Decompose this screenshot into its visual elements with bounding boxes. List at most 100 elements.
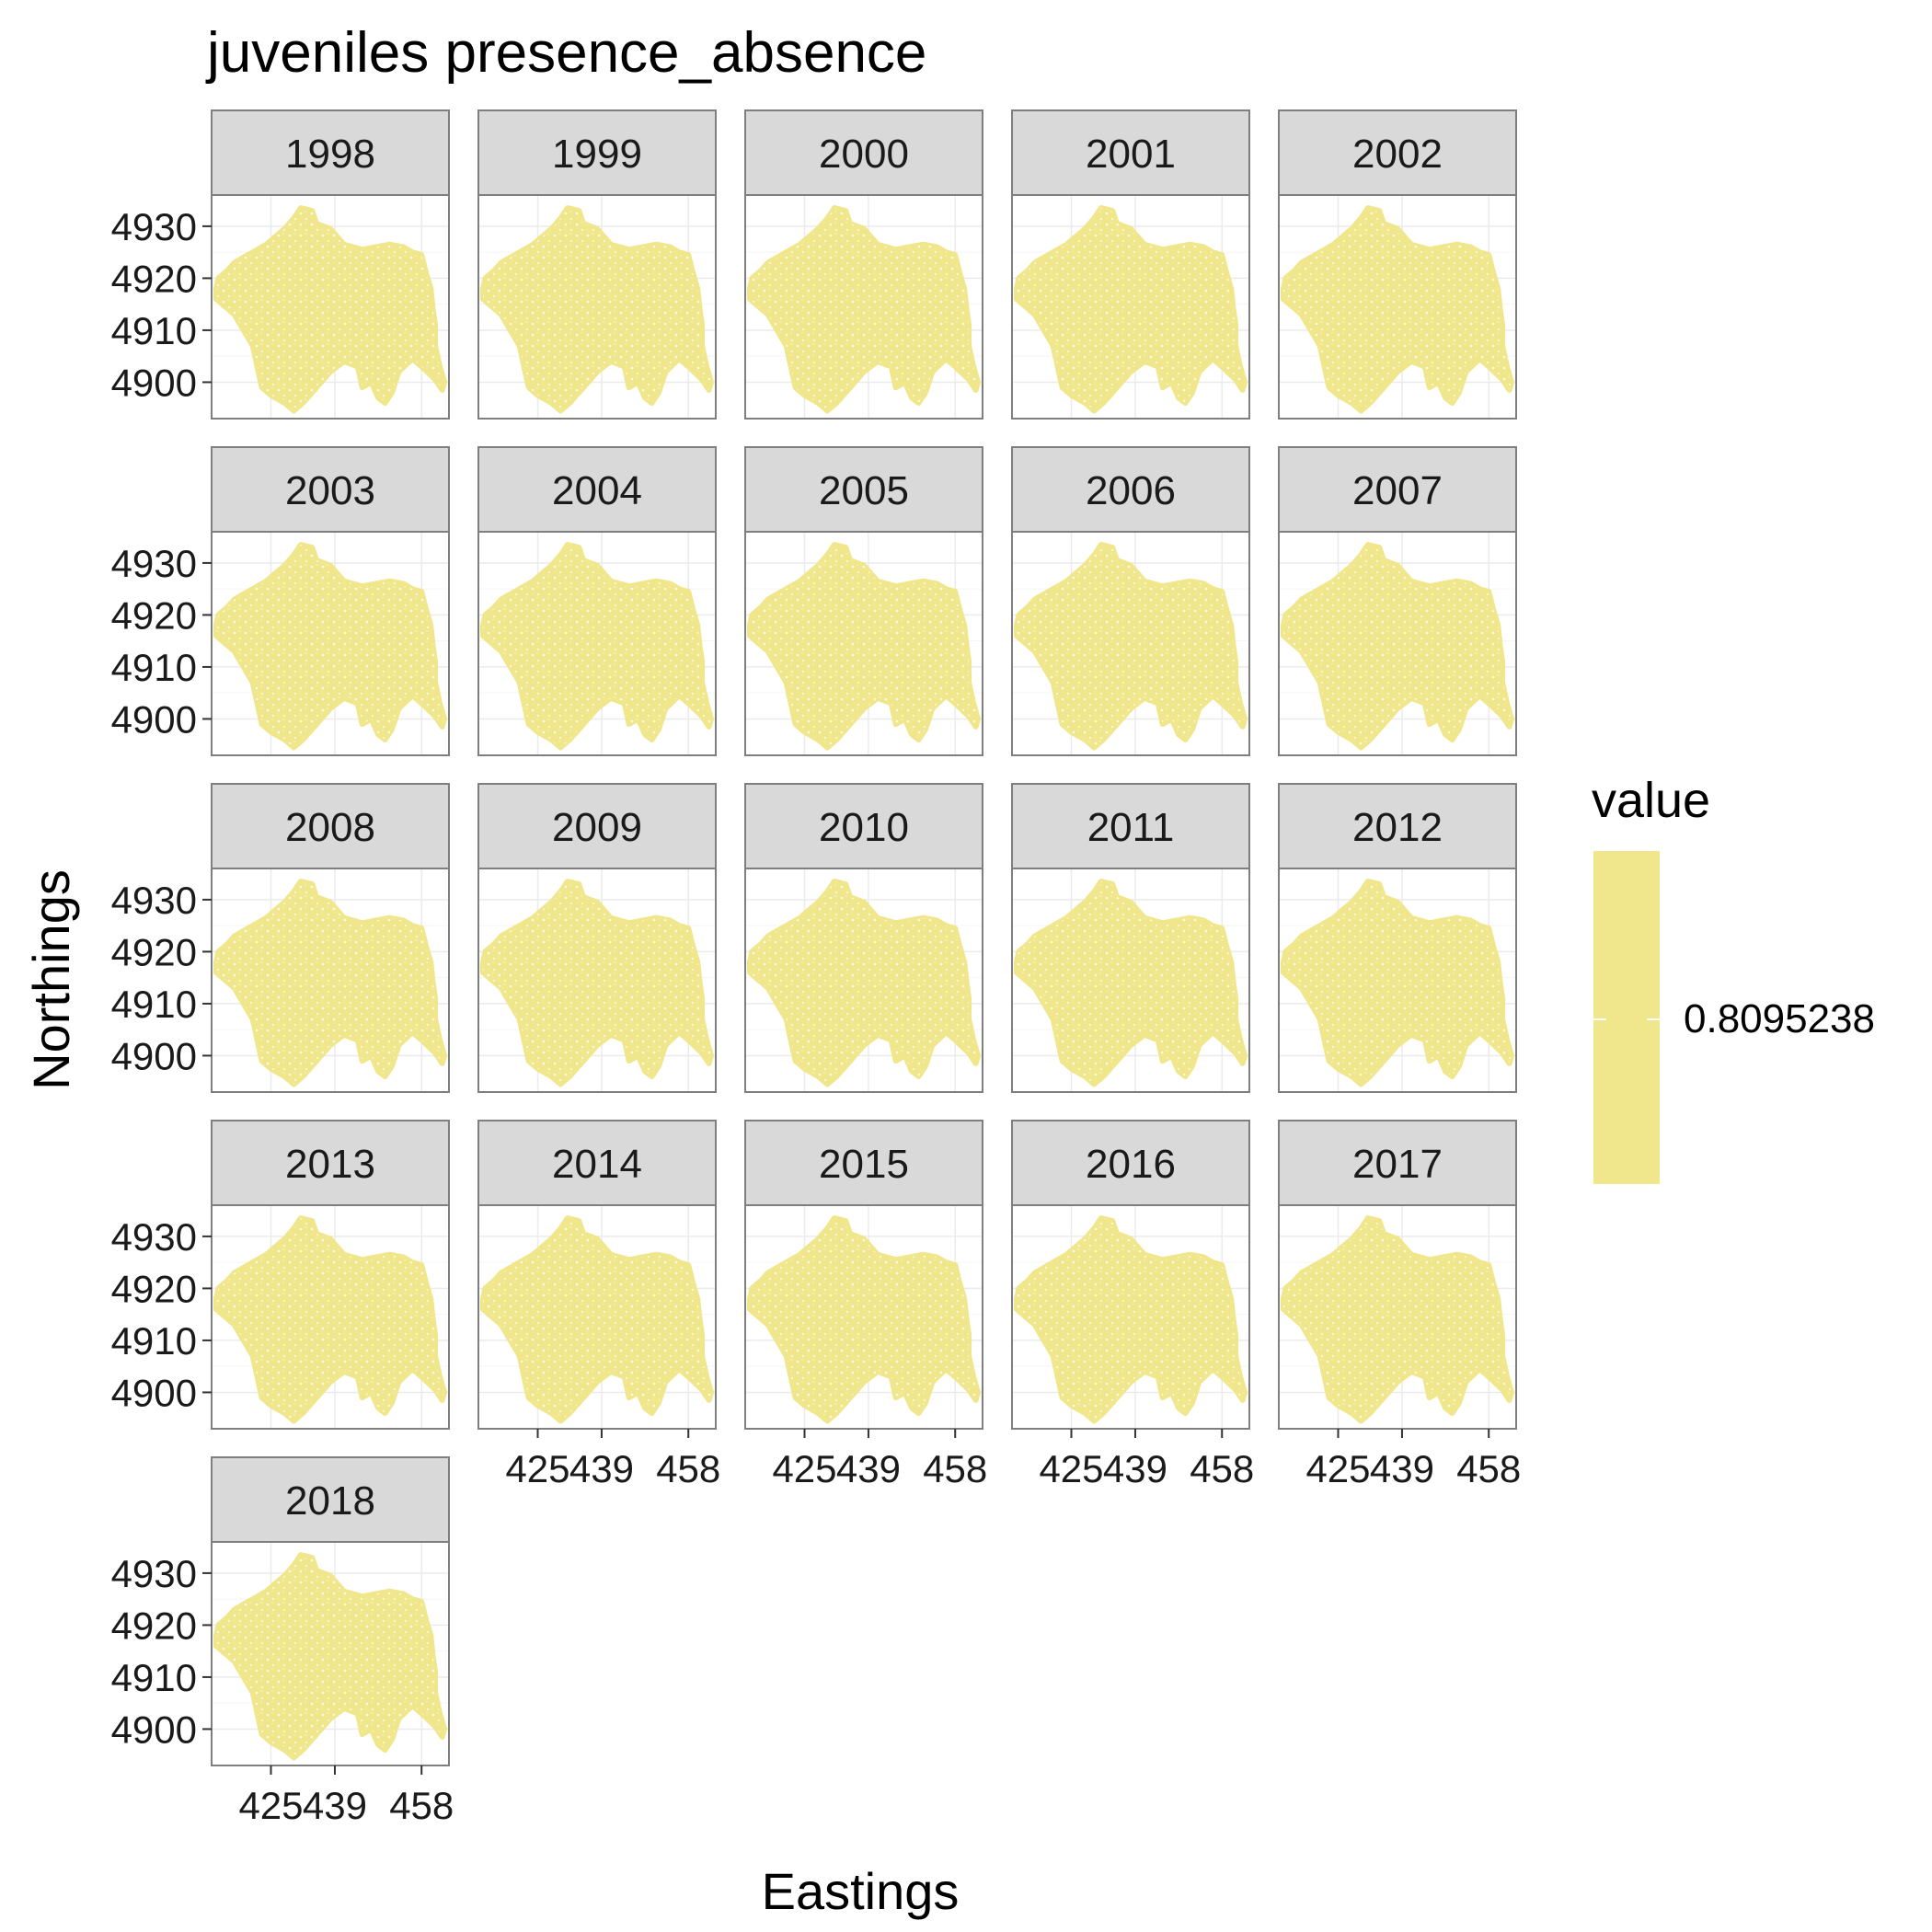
x-tick-label: 439 (836, 1447, 901, 1490)
facet-panel-2018: 2018 4900 4910 4920 4930 425 439 458 (111, 1456, 454, 1827)
facet-panel-2013: 2013 4900 4910 4920 4930 (111, 1120, 450, 1430)
facet-strip (744, 446, 983, 533)
y-tick-label: 4920 (111, 1604, 197, 1647)
facet-panel-1999: 1999 (477, 109, 717, 420)
facet-panel-2003: 2003 4900 4910 4920 4930 (111, 446, 450, 756)
x-tick-label: 425 (772, 1447, 836, 1490)
facet-strip-label: 2006 (1086, 468, 1176, 513)
panel-border (211, 194, 450, 420)
facet-strip-label: 2002 (1352, 132, 1443, 177)
facet-panel-2005: 2005 (744, 446, 983, 756)
facet-panel-2012: 2012 (1278, 783, 1517, 1093)
facet-strip (477, 783, 717, 869)
panel-border (1011, 1204, 1250, 1430)
y-tick-label: 4920 (111, 1267, 197, 1310)
facet-strip (1011, 109, 1250, 196)
y-tick-label: 4920 (111, 257, 197, 300)
point-cloud-texture (1017, 545, 1245, 748)
panel-border (1011, 868, 1250, 1093)
facet-strip-label: 2013 (285, 1142, 375, 1187)
facet-strip-label: 2015 (819, 1142, 909, 1187)
facet-strip (744, 1120, 983, 1206)
facet-strip (477, 446, 717, 533)
x-tick-label: 425 (1039, 1447, 1103, 1490)
facet-strip-label: 2017 (1352, 1142, 1443, 1187)
point-cloud-texture (216, 1555, 444, 1758)
point-cloud-texture (483, 1218, 711, 1421)
y-tick-label: 4930 (111, 879, 197, 922)
y-tick-label: 4910 (111, 1319, 197, 1363)
point-cloud-texture (1017, 1218, 1245, 1421)
facet-panel-1998: 1998 4900 4910 4920 4930 (111, 109, 450, 420)
facet-panel-2002: 2002 (1278, 109, 1517, 420)
facet-panels: 1998 4900 4910 4920 4930 1999 2000 2001 2002 2003… (111, 109, 1521, 1827)
facet-panel-2015: 2015 425 439 458 (744, 1120, 987, 1490)
y-tick-label: 4910 (111, 309, 197, 352)
x-tick-label: 458 (923, 1447, 987, 1490)
x-tick-label: 439 (303, 1784, 367, 1827)
facet-strip-label: 2005 (819, 468, 909, 513)
panel-border (1011, 531, 1250, 756)
x-tick-label: 439 (569, 1447, 634, 1490)
x-tick-label: 439 (1103, 1447, 1167, 1490)
facet-panel-2017: 2017 425 439 458 (1278, 1120, 1521, 1490)
x-tick-label: 458 (1456, 1447, 1521, 1490)
point-cloud-texture (1283, 1218, 1512, 1421)
panel-border (744, 194, 983, 420)
legend-entry-label: 0.8095238 (1684, 996, 1875, 1041)
facet-panel-2006: 2006 (1011, 446, 1250, 756)
facet-strip-label: 2008 (285, 805, 375, 850)
point-cloud-texture (216, 1218, 444, 1421)
facet-strip (744, 109, 983, 196)
point-cloud-texture (1017, 881, 1245, 1085)
point-cloud-texture (216, 208, 444, 411)
facet-strip-label: 2016 (1086, 1142, 1176, 1187)
facet-panel-2014: 2014 425 439 458 (477, 1120, 720, 1490)
point-cloud-texture (750, 881, 978, 1085)
x-tick-label: 458 (1190, 1447, 1254, 1490)
facet-strip-label: 2009 (552, 805, 642, 850)
facet-strip-label: 2004 (552, 468, 642, 513)
facet-strip (1278, 109, 1517, 196)
x-tick-label: 425 (238, 1784, 303, 1827)
panel-border (1278, 1204, 1517, 1430)
facet-strip-label: 2007 (1352, 468, 1443, 513)
point-cloud-texture (750, 1218, 978, 1421)
point-cloud-texture (1283, 208, 1512, 411)
x-tick-label: 439 (1370, 1447, 1434, 1490)
chart-title: juveniles presence_absence (205, 21, 926, 85)
facet-strip (1011, 783, 1250, 869)
facet-panel-2001: 2001 (1011, 109, 1250, 420)
y-tick-label: 4930 (111, 542, 197, 585)
point-cloud-texture (483, 208, 711, 411)
facet-strip (477, 109, 717, 196)
y-tick-label: 4930 (111, 205, 197, 248)
panel-border (1278, 194, 1517, 420)
point-cloud-texture (216, 881, 444, 1085)
facet-strip-label: 1999 (552, 132, 642, 177)
facet-panel-2010: 2010 (744, 783, 983, 1093)
panel-border (477, 531, 717, 756)
panel-border (211, 1204, 450, 1430)
panel-border (211, 1541, 450, 1766)
y-tick-label: 4910 (111, 646, 197, 689)
facet-strip-label: 2001 (1086, 132, 1176, 177)
y-tick-label: 4920 (111, 593, 197, 637)
facet-strip-label: 2010 (819, 805, 909, 850)
facet-panel-2008: 2008 4900 4910 4920 4930 (111, 783, 450, 1093)
y-tick-label: 4900 (111, 697, 197, 741)
point-cloud-texture (750, 208, 978, 411)
point-cloud-texture (750, 545, 978, 748)
facet-panel-2007: 2007 (1278, 446, 1517, 756)
panel-border (211, 531, 450, 756)
y-tick-label: 4910 (111, 1656, 197, 1699)
facet-strip (1278, 446, 1517, 533)
panel-border (744, 1204, 983, 1430)
point-cloud-texture (1017, 208, 1245, 411)
point-cloud-texture (1283, 545, 1512, 748)
facet-strip-label: 2014 (552, 1142, 642, 1187)
facet-panel-2009: 2009 (477, 783, 717, 1093)
y-tick-label: 4900 (111, 1371, 197, 1414)
y-tick-label: 4930 (111, 1552, 197, 1595)
